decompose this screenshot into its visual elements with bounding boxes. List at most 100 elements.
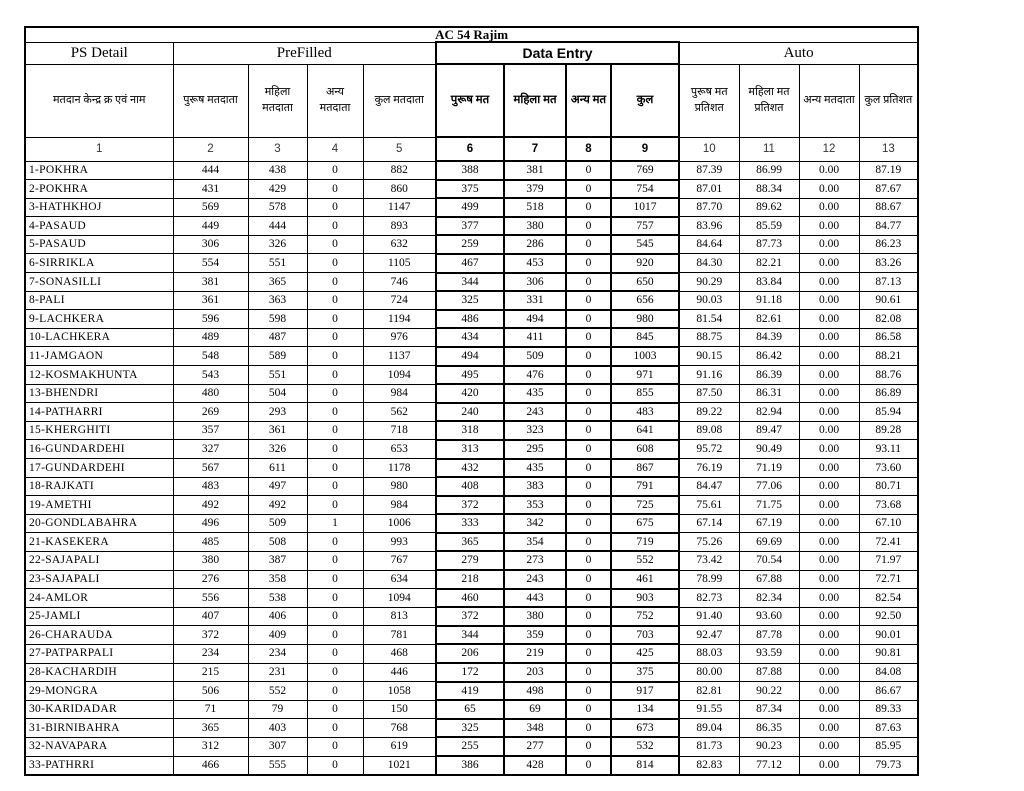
table-cell: 0.00 <box>798 420 860 441</box>
table-cell: 259 <box>435 234 505 255</box>
table-cell: 375 <box>610 662 680 683</box>
table-cell: 0 <box>565 308 612 330</box>
table-cell: 1178 <box>362 458 437 478</box>
table-cell: 461 <box>610 569 680 590</box>
table-cell: 203 <box>503 662 567 683</box>
table-cell: 93.59 <box>738 643 800 664</box>
table-cell: 76.19 <box>678 458 740 478</box>
table-cell: 882 <box>362 160 437 181</box>
station-name-cell: 12-KOSMAKHUNTA <box>24 365 174 385</box>
table-cell: 0.00 <box>798 718 860 738</box>
table-cell: 365 <box>435 531 505 553</box>
table-cell: 276 <box>172 569 249 590</box>
table-cell: 768 <box>362 718 437 738</box>
table-cell: 608 <box>610 438 680 460</box>
table-cell: 673 <box>610 717 680 739</box>
table-cell: 325 <box>435 290 505 311</box>
table-cell: 0 <box>306 532 364 552</box>
table-cell: 0.00 <box>798 234 860 255</box>
table-cell: 1094 <box>362 365 437 385</box>
table-cell: 0 <box>306 439 364 459</box>
table-cell: 67.88 <box>738 569 800 590</box>
table-cell: 206 <box>435 643 505 665</box>
table-cell: 88.03 <box>678 643 740 664</box>
station-name-cell: 21-KASEKERA <box>24 532 174 552</box>
table-cell: 0 <box>565 680 612 702</box>
table-row: 13-BHENDRI 480 504 0 984 420 435 0 855 87.50 86.31… <box>24 383 919 404</box>
table-cell: 73.42 <box>678 550 740 571</box>
table-cell: 0.00 <box>798 755 860 776</box>
table-cell: 71.19 <box>738 458 800 478</box>
table-cell: 80.00 <box>678 662 740 683</box>
table-cell: 0.00 <box>798 699 860 720</box>
table-cell: 375 <box>435 178 505 200</box>
table-cell: 231 <box>247 662 308 683</box>
table-row: 23-SAJAPALI 276 358 0 634 218 243 0 461 78.99 67.8… <box>24 569 919 590</box>
table-cell: 326 <box>247 234 308 255</box>
station-name-cell: 16-GUNDARDEHI <box>24 439 174 459</box>
table-cell: 90.29 <box>678 272 740 292</box>
table-cell: 754 <box>610 178 680 200</box>
station-name-cell: 1-POKHRA <box>24 160 174 181</box>
station-name-cell: 19-AMETHI <box>24 495 174 515</box>
table-cell: 0 <box>565 160 612 181</box>
table-cell: 578 <box>247 197 308 218</box>
table-cell: 79 <box>247 699 308 720</box>
table-cell: 243 <box>503 569 567 590</box>
table-cell: 0 <box>565 215 612 237</box>
table-cell: 619 <box>362 736 437 757</box>
table-cell: 444 <box>172 160 249 181</box>
station-name-cell: 25-JAMLI <box>24 606 174 627</box>
table-cell: 860 <box>362 179 437 199</box>
table-cell: 0 <box>565 234 612 255</box>
table-cell: 86.39 <box>738 365 800 385</box>
table-cell: 403 <box>247 718 308 738</box>
table-cell: 552 <box>247 681 308 701</box>
table-cell: 411 <box>503 327 567 348</box>
table-cell: 372 <box>435 606 505 627</box>
station-name-cell: 18-RAJKATI <box>24 476 174 497</box>
table-cell: 476 <box>503 364 567 386</box>
column-header-5: कुल मतदाता <box>362 63 437 138</box>
table-cell: 0.00 <box>798 309 860 329</box>
table-cell: 87.13 <box>858 272 919 292</box>
table-cell: 0.00 <box>798 346 860 367</box>
table-cell: 327 <box>172 439 249 459</box>
table-cell: 0.00 <box>798 625 860 645</box>
table-cell: 428 <box>503 755 567 776</box>
column-header-6: पुरूष मत <box>435 63 505 138</box>
table-cell: 1058 <box>362 681 437 701</box>
table-cell: 497 <box>247 476 308 497</box>
table-cell: 976 <box>362 327 437 348</box>
table-cell: 88.21 <box>858 346 919 367</box>
table-cell: 867 <box>610 457 680 479</box>
table-cell: 67.10 <box>858 513 919 534</box>
table-row: 14-PATHARRI 269 293 0 562 240 243 0 483 89.22 82.9… <box>24 401 919 423</box>
table-cell: 134 <box>610 699 680 720</box>
column-header-12: अन्य मतदाता <box>798 63 860 138</box>
table-cell: 71 <box>172 699 249 720</box>
table-cell: 487 <box>247 327 308 348</box>
table-cell: 93.11 <box>858 439 919 459</box>
table-cell: 532 <box>610 736 680 757</box>
table-cell: 240 <box>435 401 505 423</box>
table-cell: 0 <box>306 699 364 720</box>
table-cell: 0 <box>565 736 612 757</box>
table-cell: 84.30 <box>678 253 740 274</box>
table-cell: 0 <box>306 625 364 645</box>
table-cell: 438 <box>247 160 308 181</box>
table-cell: 365 <box>247 272 308 292</box>
table-cell: 87.39 <box>678 160 740 181</box>
table-cell: 813 <box>362 606 437 627</box>
table-cell: 653 <box>362 439 437 459</box>
table-cell: 92.50 <box>858 606 919 627</box>
table-cell: 83.26 <box>858 253 919 274</box>
group-header-ps-detail: PS Detail <box>24 41 174 65</box>
table-cell: 0 <box>565 327 612 348</box>
station-name-cell: 8-PALI <box>24 290 174 311</box>
table-row: 10-LACHKERA 489 487 0 976 434 411 0 845 88.75 84.3… <box>24 327 919 348</box>
station-name-cell: 24-AMLOR <box>24 588 174 608</box>
table-cell: 980 <box>610 308 680 330</box>
table-cell: 466 <box>172 755 249 776</box>
table-cell: 84.08 <box>858 662 919 683</box>
